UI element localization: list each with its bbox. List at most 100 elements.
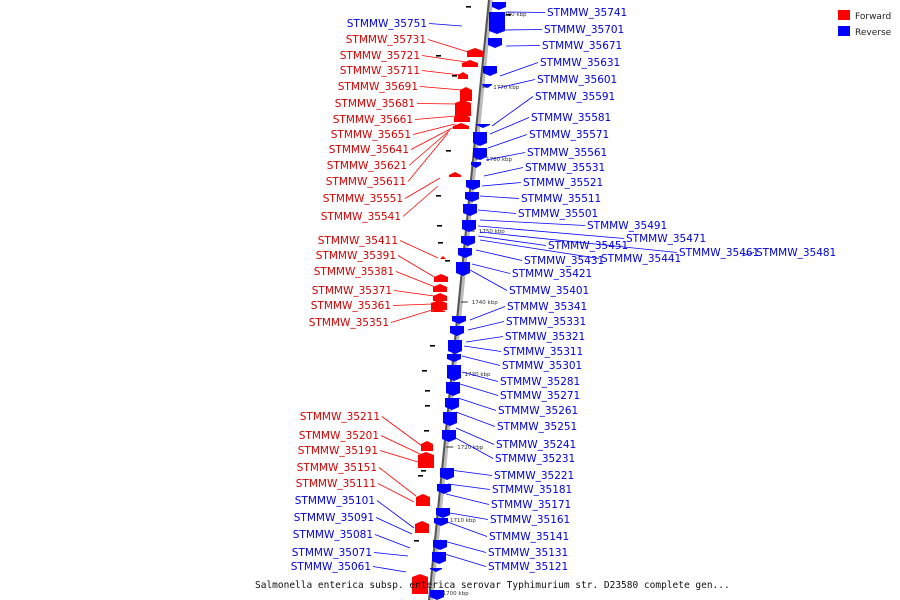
reverse-gene-label[interactable]: STMMW_35561: [527, 147, 607, 159]
reverse-gene-label[interactable]: STMMW_35601: [537, 74, 617, 86]
forward-gene-label[interactable]: STMMW_35111: [296, 478, 376, 490]
forward-gene-label[interactable]: STMMW_35391: [316, 250, 396, 262]
forward-gene[interactable]: [449, 172, 461, 177]
reverse-gene-label[interactable]: STMMW_35221: [494, 470, 574, 482]
reverse-gene-label[interactable]: STMMW_35281: [500, 376, 580, 388]
forward-gene[interactable]: [412, 574, 428, 594]
reverse-gene[interactable]: [456, 262, 470, 276]
reverse-gene-label[interactable]: STMMW_35491: [587, 220, 667, 232]
reverse-gene-label[interactable]: STMMW_35231: [495, 453, 575, 465]
reverse-gene[interactable]: [448, 340, 462, 354]
reverse-gene-label[interactable]: STMMW_35301: [502, 360, 582, 372]
reverse-gene-label[interactable]: STMMW_35311: [503, 346, 583, 358]
reverse-gene[interactable]: [443, 412, 457, 426]
reverse-gene[interactable]: [437, 484, 451, 494]
reverse-gene-label[interactable]: STMMW_35741: [547, 7, 627, 19]
reverse-gene-label[interactable]: STMMW_35121: [488, 561, 568, 573]
forward-gene-label[interactable]: STMMW_35651: [331, 129, 411, 141]
forward-gene-label[interactable]: STMMW_35351: [309, 317, 389, 329]
forward-gene[interactable]: [454, 114, 470, 122]
reverse-gene-label[interactable]: STMMW_35321: [505, 331, 585, 343]
forward-gene-label[interactable]: STMMW_35721: [340, 50, 420, 62]
forward-gene-label[interactable]: STMMW_35371: [312, 285, 392, 297]
reverse-gene-label[interactable]: STMMW_35471: [626, 233, 706, 245]
reverse-gene-label[interactable]: STMMW_35501: [518, 208, 598, 220]
reverse-gene-label[interactable]: STMMW_35581: [531, 112, 611, 124]
reverse-gene-label[interactable]: STMMW_35071: [292, 547, 372, 559]
forward-gene[interactable]: [433, 293, 447, 301]
reverse-gene[interactable]: [482, 84, 492, 88]
reverse-gene[interactable]: [430, 568, 442, 572]
forward-gene-label[interactable]: STMMW_35151: [297, 462, 377, 474]
forward-gene-label[interactable]: STMMW_35711: [340, 65, 420, 77]
forward-gene[interactable]: [418, 452, 434, 468]
forward-gene-label[interactable]: STMMW_35731: [346, 34, 426, 46]
reverse-gene-label[interactable]: STMMW_35251: [497, 421, 577, 433]
forward-gene-label[interactable]: STMMW_35621: [327, 160, 407, 172]
reverse-gene-label[interactable]: STMMW_35241: [496, 439, 576, 451]
reverse-gene[interactable]: [447, 365, 461, 381]
forward-gene-label[interactable]: STMMW_35681: [335, 98, 415, 110]
forward-gene[interactable]: [431, 300, 447, 310]
reverse-gene[interactable]: [434, 518, 448, 526]
reverse-gene-label[interactable]: STMMW_35331: [506, 316, 586, 328]
forward-gene-label[interactable]: STMMW_35361: [311, 300, 391, 312]
reverse-gene-label[interactable]: STMMW_35341: [507, 301, 587, 313]
forward-gene-label[interactable]: STMMW_35641: [329, 144, 409, 156]
reverse-gene-label[interactable]: STMMW_35161: [490, 514, 570, 526]
forward-gene[interactable]: [467, 48, 483, 57]
reverse-gene[interactable]: [488, 38, 502, 48]
forward-gene-label[interactable]: STMMW_35661: [333, 114, 413, 126]
forward-gene[interactable]: [455, 100, 471, 116]
reverse-gene[interactable]: [440, 468, 454, 480]
reverse-gene[interactable]: [463, 204, 477, 216]
forward-gene-label[interactable]: STMMW_35191: [298, 445, 378, 457]
reverse-gene-label[interactable]: STMMW_35261: [498, 405, 578, 417]
reverse-gene[interactable]: [446, 382, 460, 396]
reverse-gene-label[interactable]: STMMW_35091: [294, 512, 374, 524]
forward-gene-label[interactable]: STMMW_35541: [321, 211, 401, 223]
reverse-gene-label[interactable]: STMMW_35461: [679, 247, 759, 259]
reverse-gene[interactable]: [450, 326, 464, 336]
forward-gene[interactable]: [440, 256, 446, 259]
forward-gene[interactable]: [453, 123, 469, 129]
forward-gene-label[interactable]: STMMW_35211: [300, 411, 380, 423]
reverse-gene-label[interactable]: STMMW_35141: [489, 531, 569, 543]
reverse-gene-label[interactable]: STMMW_35751: [347, 18, 427, 30]
reverse-gene[interactable]: [436, 508, 450, 518]
reverse-gene[interactable]: [442, 430, 456, 442]
reverse-gene[interactable]: [447, 354, 461, 362]
reverse-gene-label[interactable]: STMMW_35521: [523, 177, 603, 189]
forward-gene-label[interactable]: STMMW_35201: [299, 430, 379, 442]
forward-gene-label[interactable]: STMMW_35551: [323, 193, 403, 205]
reverse-gene[interactable]: [473, 148, 487, 160]
forward-gene[interactable]: [433, 284, 447, 292]
reverse-gene[interactable]: [445, 398, 459, 410]
forward-gene-label[interactable]: STMMW_35611: [326, 176, 406, 188]
forward-gene-label[interactable]: STMMW_35691: [338, 81, 418, 93]
reverse-gene-label[interactable]: STMMW_35571: [529, 129, 609, 141]
forward-gene[interactable]: [460, 87, 472, 101]
reverse-gene[interactable]: [461, 236, 475, 246]
reverse-gene-label[interactable]: STMMW_35131: [488, 547, 568, 559]
reverse-gene[interactable]: [465, 192, 479, 202]
reverse-gene[interactable]: [452, 316, 466, 324]
forward-gene[interactable]: [431, 308, 445, 312]
forward-gene-label[interactable]: STMMW_35381: [314, 266, 394, 278]
forward-gene[interactable]: [458, 72, 468, 79]
reverse-gene-label[interactable]: STMMW_35401: [509, 285, 589, 297]
reverse-gene-label[interactable]: STMMW_35421: [512, 268, 592, 280]
reverse-gene-label[interactable]: STMMW_35431: [524, 255, 604, 267]
reverse-gene-label[interactable]: STMMW_35061: [291, 561, 371, 573]
reverse-gene-label[interactable]: STMMW_35511: [521, 193, 601, 205]
forward-gene[interactable]: [416, 494, 430, 506]
forward-gene[interactable]: [421, 441, 433, 451]
reverse-gene-label[interactable]: STMMW_35451: [548, 240, 628, 252]
reverse-gene-label[interactable]: STMMW_35531: [525, 162, 605, 174]
reverse-gene-label[interactable]: STMMW_35171: [491, 499, 571, 511]
forward-gene-label[interactable]: STMMW_35411: [318, 235, 398, 247]
reverse-gene-label[interactable]: STMMW_35081: [293, 529, 373, 541]
reverse-gene-label[interactable]: STMMW_35101: [295, 495, 375, 507]
reverse-gene[interactable]: [476, 124, 490, 128]
reverse-gene-label[interactable]: STMMW_35181: [492, 484, 572, 496]
